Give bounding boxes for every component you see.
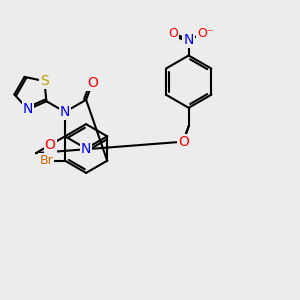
Text: O: O bbox=[168, 27, 178, 40]
Text: O: O bbox=[45, 138, 56, 152]
Text: N: N bbox=[23, 103, 33, 116]
Text: O: O bbox=[178, 135, 189, 149]
Text: N: N bbox=[60, 105, 70, 119]
Text: S: S bbox=[40, 74, 49, 88]
Text: N: N bbox=[81, 142, 91, 155]
Text: Br: Br bbox=[39, 154, 53, 167]
Text: N: N bbox=[184, 33, 194, 47]
Text: O⁻: O⁻ bbox=[197, 27, 214, 40]
Text: O: O bbox=[87, 76, 98, 89]
